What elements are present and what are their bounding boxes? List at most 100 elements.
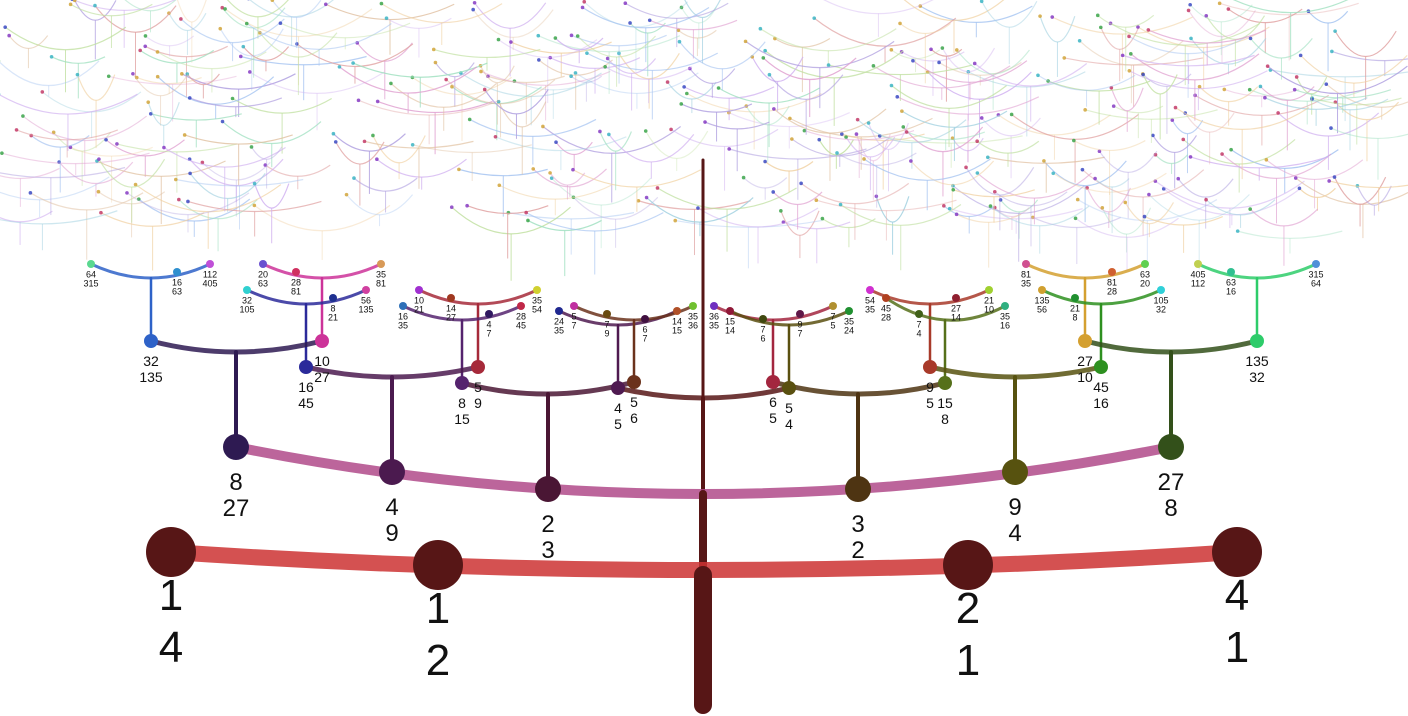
- node-denominator: 135: [358, 305, 373, 315]
- background-dot: [862, 157, 866, 161]
- background-arc: [58, 161, 134, 185]
- background-dot: [1170, 118, 1175, 122]
- node-denominator: 1: [956, 636, 980, 685]
- node-numerator: 35: [688, 312, 698, 322]
- node-numerator: 4: [614, 400, 622, 416]
- background-dot: [758, 26, 763, 31]
- background-arc: [549, 57, 641, 69]
- background-arc: [990, 205, 1090, 227]
- background-dot: [1120, 53, 1125, 58]
- node-numerator: 4: [1225, 571, 1249, 620]
- node-numerator: 56: [361, 296, 371, 306]
- background-dot: [1173, 105, 1178, 110]
- background-arc: [508, 212, 635, 220]
- node-circle: [1194, 260, 1202, 268]
- background-arc: [412, 76, 512, 96]
- background-dot: [835, 151, 839, 155]
- node-circle: [829, 302, 837, 310]
- node-denominator: 28: [881, 313, 891, 323]
- background-dot: [524, 210, 528, 215]
- background-arc: [638, 200, 751, 210]
- background-dot: [40, 90, 45, 94]
- background-dot: [1265, 64, 1270, 68]
- background-arc: [189, 97, 283, 108]
- node-2-3: 23: [535, 476, 561, 564]
- node-circle: [87, 260, 95, 268]
- node-circle: [1212, 527, 1262, 577]
- node-numerator: 16: [398, 312, 408, 322]
- node-1-2: 12: [413, 540, 463, 685]
- background-dot: [115, 142, 119, 146]
- node-numerator: 4: [385, 494, 398, 521]
- background-dot: [844, 135, 848, 139]
- node-circle: [1078, 334, 1092, 348]
- background-dot: [248, 70, 252, 74]
- background-arc: [1128, 35, 1248, 55]
- background-dot: [104, 138, 108, 142]
- node-numerator: 28: [516, 312, 526, 322]
- node-circle: [292, 268, 300, 276]
- node-denominator: 21: [328, 313, 338, 323]
- background-dot: [1046, 79, 1050, 83]
- background-dot: [497, 183, 502, 188]
- node-numerator: 5: [630, 394, 638, 410]
- background-arc: [927, 71, 1032, 100]
- background-arc: [1110, 22, 1261, 46]
- node-denominator: 10: [984, 305, 994, 315]
- node-denominator: 9: [385, 520, 398, 547]
- background-dot: [375, 157, 379, 161]
- background-dot: [177, 197, 181, 202]
- background-arc: [100, 212, 205, 227]
- background-dot: [1263, 95, 1267, 100]
- background-dot: [410, 143, 415, 147]
- background-arc: [0, 167, 60, 180]
- node-circle: [1002, 459, 1028, 485]
- background-arc: [386, 17, 452, 29]
- background-arc: [180, 18, 285, 44]
- background-arc: [135, 184, 282, 213]
- node-numerator: 35: [844, 317, 854, 327]
- background-dot: [937, 60, 941, 65]
- node-circle: [570, 302, 578, 310]
- background-dot: [682, 85, 686, 89]
- node-4-9: 49: [379, 459, 405, 547]
- background-dot: [1292, 87, 1297, 92]
- background-dot: [911, 58, 915, 63]
- background-dot: [741, 175, 746, 180]
- background-arc: [1011, 113, 1139, 140]
- background-arc: [1082, 169, 1205, 198]
- background-dot: [685, 91, 689, 96]
- background-dot: [223, 7, 227, 11]
- node-denominator: 63: [172, 287, 182, 297]
- background-dot: [1127, 34, 1131, 39]
- background-arc: [510, 41, 612, 54]
- node-denominator: 16: [1093, 395, 1109, 411]
- node-circle: [766, 375, 780, 389]
- background-dot: [743, 39, 748, 44]
- background-dot: [979, 116, 984, 120]
- background-arc: [480, 70, 611, 86]
- node-circle: [952, 294, 960, 302]
- node-8-27: 827: [223, 434, 249, 522]
- background-dot: [889, 48, 894, 52]
- node-numerator: 7: [916, 320, 921, 330]
- background-arc: [70, 146, 153, 157]
- node-circle: [611, 381, 625, 395]
- background-dot: [676, 28, 681, 33]
- background-dot: [148, 111, 153, 116]
- background-arc: [974, 63, 1088, 87]
- background-dot: [802, 128, 807, 133]
- background-arc: [1051, 16, 1193, 35]
- background-arc: [1205, 199, 1276, 216]
- background-arc: [1250, 38, 1313, 59]
- background-dot: [457, 167, 461, 172]
- node-numerator: 21: [1070, 304, 1080, 314]
- background-arc: [822, 218, 876, 229]
